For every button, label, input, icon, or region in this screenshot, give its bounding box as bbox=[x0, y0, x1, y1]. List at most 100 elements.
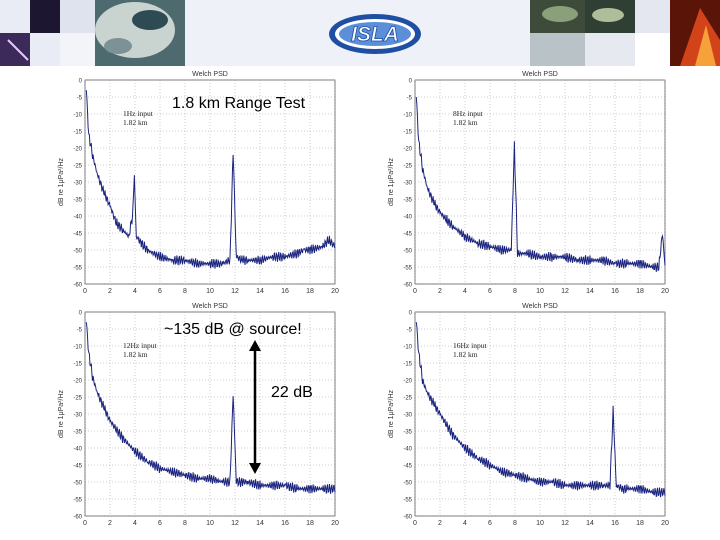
psd-series-line bbox=[85, 90, 336, 269]
x-tick-label: 20 bbox=[661, 520, 669, 527]
y-tick-label: 0 bbox=[79, 311, 83, 317]
x-tick-label: 4 bbox=[463, 520, 467, 527]
x-tick-label: 2 bbox=[108, 288, 112, 295]
y-tick-label: -25 bbox=[403, 164, 412, 170]
y-tick-label: -30 bbox=[73, 413, 82, 419]
slide-title: 1.8 km Range Test bbox=[172, 95, 306, 112]
x-tick-label: 16 bbox=[611, 288, 619, 295]
x-tick-label: 6 bbox=[488, 288, 492, 295]
x-tick-label: 14 bbox=[256, 520, 264, 527]
y-tick-label: -15 bbox=[403, 130, 412, 136]
x-tick-label: 16 bbox=[611, 520, 619, 527]
y-tick-label: -20 bbox=[73, 147, 82, 153]
x-tick-label: 10 bbox=[206, 288, 214, 295]
legend-text: 1.82 km bbox=[123, 118, 148, 127]
y-tick-label: -45 bbox=[73, 464, 82, 470]
x-tick-label: 8 bbox=[183, 520, 187, 527]
y-tick-label: -25 bbox=[73, 396, 82, 402]
x-tick-label: 14 bbox=[256, 288, 264, 295]
y-tick-label: -10 bbox=[403, 113, 412, 119]
x-tick-label: 16 bbox=[281, 288, 289, 295]
x-tick-label: 6 bbox=[488, 520, 492, 527]
y-tick-label: -60 bbox=[403, 515, 412, 521]
x-tick-label: 18 bbox=[306, 288, 314, 295]
x-tick-label: 8 bbox=[513, 288, 517, 295]
y-tick-label: 0 bbox=[79, 79, 83, 85]
x-tick-label: 20 bbox=[661, 288, 669, 295]
x-tick-label: 6 bbox=[158, 520, 162, 527]
chart-panel-12hz: 0 2 4 6 8 10 12 14 16 18 20 -60 -55 -50 -45 -40 -35 -30 -2… bbox=[55, 298, 390, 528]
y-axis-label: dB re 1μPa²/Hz bbox=[388, 390, 395, 438]
y-tick-label: -55 bbox=[403, 266, 412, 272]
chart-title: Welch PSD bbox=[522, 303, 558, 310]
y-tick-label: -55 bbox=[403, 498, 412, 504]
x-tick-label: 12 bbox=[231, 288, 239, 295]
logo: ISLA bbox=[351, 23, 399, 46]
legend-text: 1.82 km bbox=[453, 118, 478, 127]
legend-text: 1.82 km bbox=[123, 350, 148, 359]
x-tick-label: 4 bbox=[133, 288, 137, 295]
y-tick-label: -20 bbox=[73, 379, 82, 385]
y-axis-label: dB re 1μPa²/Hz bbox=[58, 390, 65, 438]
legend-text: 8Hz input bbox=[453, 109, 484, 118]
y-tick-label: 0 bbox=[409, 79, 413, 85]
chart-panel-1hz: 0 2 4 6 8 10 12 14 16 18 20 -60 -55 -50 -45 -40 -35 -30 -2… bbox=[55, 66, 390, 296]
x-tick-label: 10 bbox=[206, 520, 214, 527]
legend-text: 16Hz input bbox=[453, 341, 487, 350]
x-tick-label: 2 bbox=[438, 288, 442, 295]
psd-series-line bbox=[415, 322, 666, 498]
y-tick-label: -5 bbox=[77, 328, 83, 334]
psd-chart: 0 2 4 6 8 10 12 14 16 18 20-60-55-50-45-40-35-30-2… bbox=[58, 303, 339, 527]
chart-title: Welch PSD bbox=[192, 303, 228, 310]
y-tick-label: -50 bbox=[403, 249, 412, 255]
y-tick-label: -45 bbox=[403, 464, 412, 470]
y-tick-label: -60 bbox=[403, 283, 412, 289]
x-tick-label: 20 bbox=[331, 520, 339, 527]
psd-chart: 0 2 4 6 8 10 12 14 16 18 20-60-55-50-45-40-35-30-2… bbox=[58, 71, 339, 295]
y-tick-label: -15 bbox=[73, 362, 82, 368]
legend-text: 12Hz input bbox=[123, 341, 157, 350]
y-tick-label: -10 bbox=[73, 345, 82, 351]
y-tick-label: -20 bbox=[403, 147, 412, 153]
y-tick-label: -50 bbox=[403, 481, 412, 487]
x-tick-label: 2 bbox=[438, 520, 442, 527]
x-tick-label: 20 bbox=[331, 288, 339, 295]
chart-title: Welch PSD bbox=[192, 71, 228, 78]
x-tick-label: 4 bbox=[133, 520, 137, 527]
y-tick-label: -35 bbox=[73, 430, 82, 436]
y-tick-label: -40 bbox=[73, 447, 82, 453]
x-tick-label: 8 bbox=[513, 520, 517, 527]
x-tick-label: 14 bbox=[586, 288, 594, 295]
x-tick-label: 0 bbox=[83, 288, 87, 295]
y-tick-label: -40 bbox=[403, 215, 412, 221]
psd-series-line bbox=[85, 322, 336, 494]
x-tick-label: 14 bbox=[586, 520, 594, 527]
y-tick-label: -40 bbox=[73, 215, 82, 221]
x-tick-label: 0 bbox=[413, 520, 417, 527]
y-axis-label: dB re 1μPa²/Hz bbox=[388, 158, 395, 206]
y-tick-label: -60 bbox=[73, 515, 82, 521]
snr-label: 22 dB bbox=[271, 384, 313, 401]
y-tick-label: -10 bbox=[73, 113, 82, 119]
x-tick-label: 10 bbox=[536, 520, 544, 527]
x-tick-label: 0 bbox=[413, 288, 417, 295]
x-tick-label: 18 bbox=[306, 520, 314, 527]
x-tick-label: 4 bbox=[463, 288, 467, 295]
x-tick-label: 18 bbox=[636, 288, 644, 295]
y-tick-label: -30 bbox=[403, 413, 412, 419]
y-tick-label: -55 bbox=[73, 266, 82, 272]
y-tick-label: -10 bbox=[403, 345, 412, 351]
header-banner: ISLA bbox=[0, 0, 720, 66]
y-tick-label: -50 bbox=[73, 481, 82, 487]
x-tick-label: 2 bbox=[108, 520, 112, 527]
chart-title: Welch PSD bbox=[522, 71, 558, 78]
snr-arrow bbox=[249, 340, 261, 474]
chart-panel-8hz: 0 2 4 6 8 10 12 14 16 18 20 -60 -55 -50 -45 -40 -35 -30 -2… bbox=[385, 66, 720, 296]
y-tick-label: 0 bbox=[409, 311, 413, 317]
y-tick-label: -5 bbox=[407, 328, 413, 334]
psd-chart: 0 2 4 6 8 10 12 14 16 18 20-60-55-50-45-40-35-30-2… bbox=[388, 71, 669, 295]
x-tick-label: 0 bbox=[83, 520, 87, 527]
x-tick-label: 10 bbox=[536, 288, 544, 295]
x-tick-label: 12 bbox=[231, 520, 239, 527]
x-tick-label: 6 bbox=[158, 288, 162, 295]
